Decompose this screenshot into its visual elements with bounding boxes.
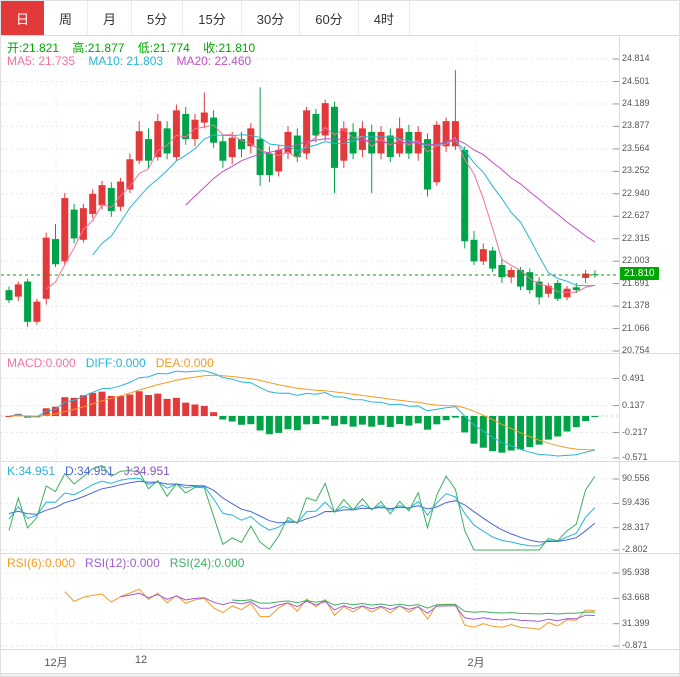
current-price-badge: 21.810 (620, 267, 659, 281)
axis-label: 22.940 (622, 187, 650, 198)
time-axis-label: 12 (134, 654, 148, 666)
tab-日[interactable]: 日 (1, 1, 45, 35)
tab-30分[interactable]: 30分 (242, 1, 301, 35)
axis-label: 22.315 (622, 232, 650, 243)
period-toolbar: 日周月 5分 15分 30分 60分 4时 (1, 1, 679, 36)
legend-item: MACD:0.000 (7, 356, 76, 370)
axis-label: 63.668 (622, 592, 650, 603)
time-axis: 12月 12 2月 (1, 649, 679, 673)
legend-item: RSI(6):0.000 (7, 556, 76, 570)
quote-high: 高:21.877 (72, 41, 125, 55)
axis-label: 31.399 (622, 617, 650, 628)
panel-divider (1, 461, 679, 462)
axis-label: 24.189 (622, 97, 650, 108)
axis-label: 59.436 (622, 497, 650, 508)
rsi-chart[interactable] (1, 553, 619, 649)
rsi-legend: RSI(6):0.000 RSI(12):0.000 RSI(24):0.000 (7, 556, 254, 570)
quote-open: 开:21.821 (7, 41, 60, 55)
legend-item: D:34.951 (65, 464, 114, 478)
legend-item: RSI(24):0.000 (169, 556, 245, 570)
legend-item: DEA:0.000 (155, 356, 214, 370)
legend-item: J:34.951 (123, 464, 170, 478)
axis-label: -0.217 (622, 426, 648, 437)
legend-item: RSI(12):0.000 (85, 556, 160, 570)
axis-label: 23.564 (622, 142, 650, 153)
kdj-chart[interactable] (1, 461, 619, 553)
panel-divider (1, 35, 679, 36)
axis-label: 24.814 (622, 53, 650, 63)
tab-周[interactable]: 周 (44, 1, 89, 35)
axis-label: -2.802 (622, 544, 648, 554)
quote-bar: 开:21.821 高:21.877 低:21.774 收:21.810 (7, 39, 265, 56)
axis-label: 21.691 (622, 277, 650, 288)
kdj-legend: K:34.951 D:34.951 J:34.951 (7, 464, 180, 478)
axis-label: 90.556 (622, 473, 650, 483)
tab-15分[interactable]: 15分 (183, 1, 242, 35)
axis-label: 0.491 (622, 372, 645, 383)
quote-low: 低:21.774 (137, 41, 190, 55)
bottom-strip (1, 673, 679, 676)
axis-label: 28.317 (622, 521, 650, 532)
axis-label: -0.871 (622, 640, 648, 650)
time-axis-label: 2月 (467, 657, 485, 669)
quote-close: 收:21.810 (203, 41, 256, 55)
legend-item: DIFF:0.000 (85, 356, 146, 370)
panel-divider (1, 353, 679, 354)
ma10-legend: MA10: 21.803 (88, 54, 164, 68)
axis-label: 22.003 (622, 255, 650, 266)
ma20-legend: MA20: 22.460 (176, 54, 252, 68)
panel-divider (1, 649, 679, 650)
time-axis-label: 12月 (44, 657, 68, 669)
tab-5分[interactable]: 5分 (132, 1, 184, 35)
axis-label: 20.754 (622, 344, 650, 355)
legend-item: K:34.951 (7, 464, 56, 478)
axis-label: 0.137 (622, 399, 645, 410)
tab-4时[interactable]: 4时 (359, 1, 410, 35)
ma5-legend: MA5: 21.735 (7, 54, 76, 68)
axis-label: 23.877 (622, 120, 650, 131)
tab-月[interactable]: 月 (88, 1, 133, 35)
macd-chart[interactable] (1, 353, 619, 461)
macd-legend: MACD:0.000 DIFF:0.000 DEA:0.000 (7, 356, 224, 370)
axis-separator (619, 35, 620, 649)
axis-label: 24.501 (622, 75, 650, 86)
axis-label: 95.938 (622, 567, 650, 577)
axis-label: 21.378 (622, 300, 650, 311)
panel-divider (1, 553, 679, 554)
candlestick-chart[interactable] (1, 35, 619, 353)
axis-label: 23.252 (622, 165, 650, 176)
tab-60分[interactable]: 60分 (300, 1, 359, 35)
ma-legend: MA5: 21.735 MA10: 21.803 MA20: 22.460 (7, 54, 261, 68)
axis-label: 21.066 (622, 322, 650, 333)
axis-label: -0.571 (622, 452, 648, 462)
axis-label: 22.627 (622, 210, 650, 221)
